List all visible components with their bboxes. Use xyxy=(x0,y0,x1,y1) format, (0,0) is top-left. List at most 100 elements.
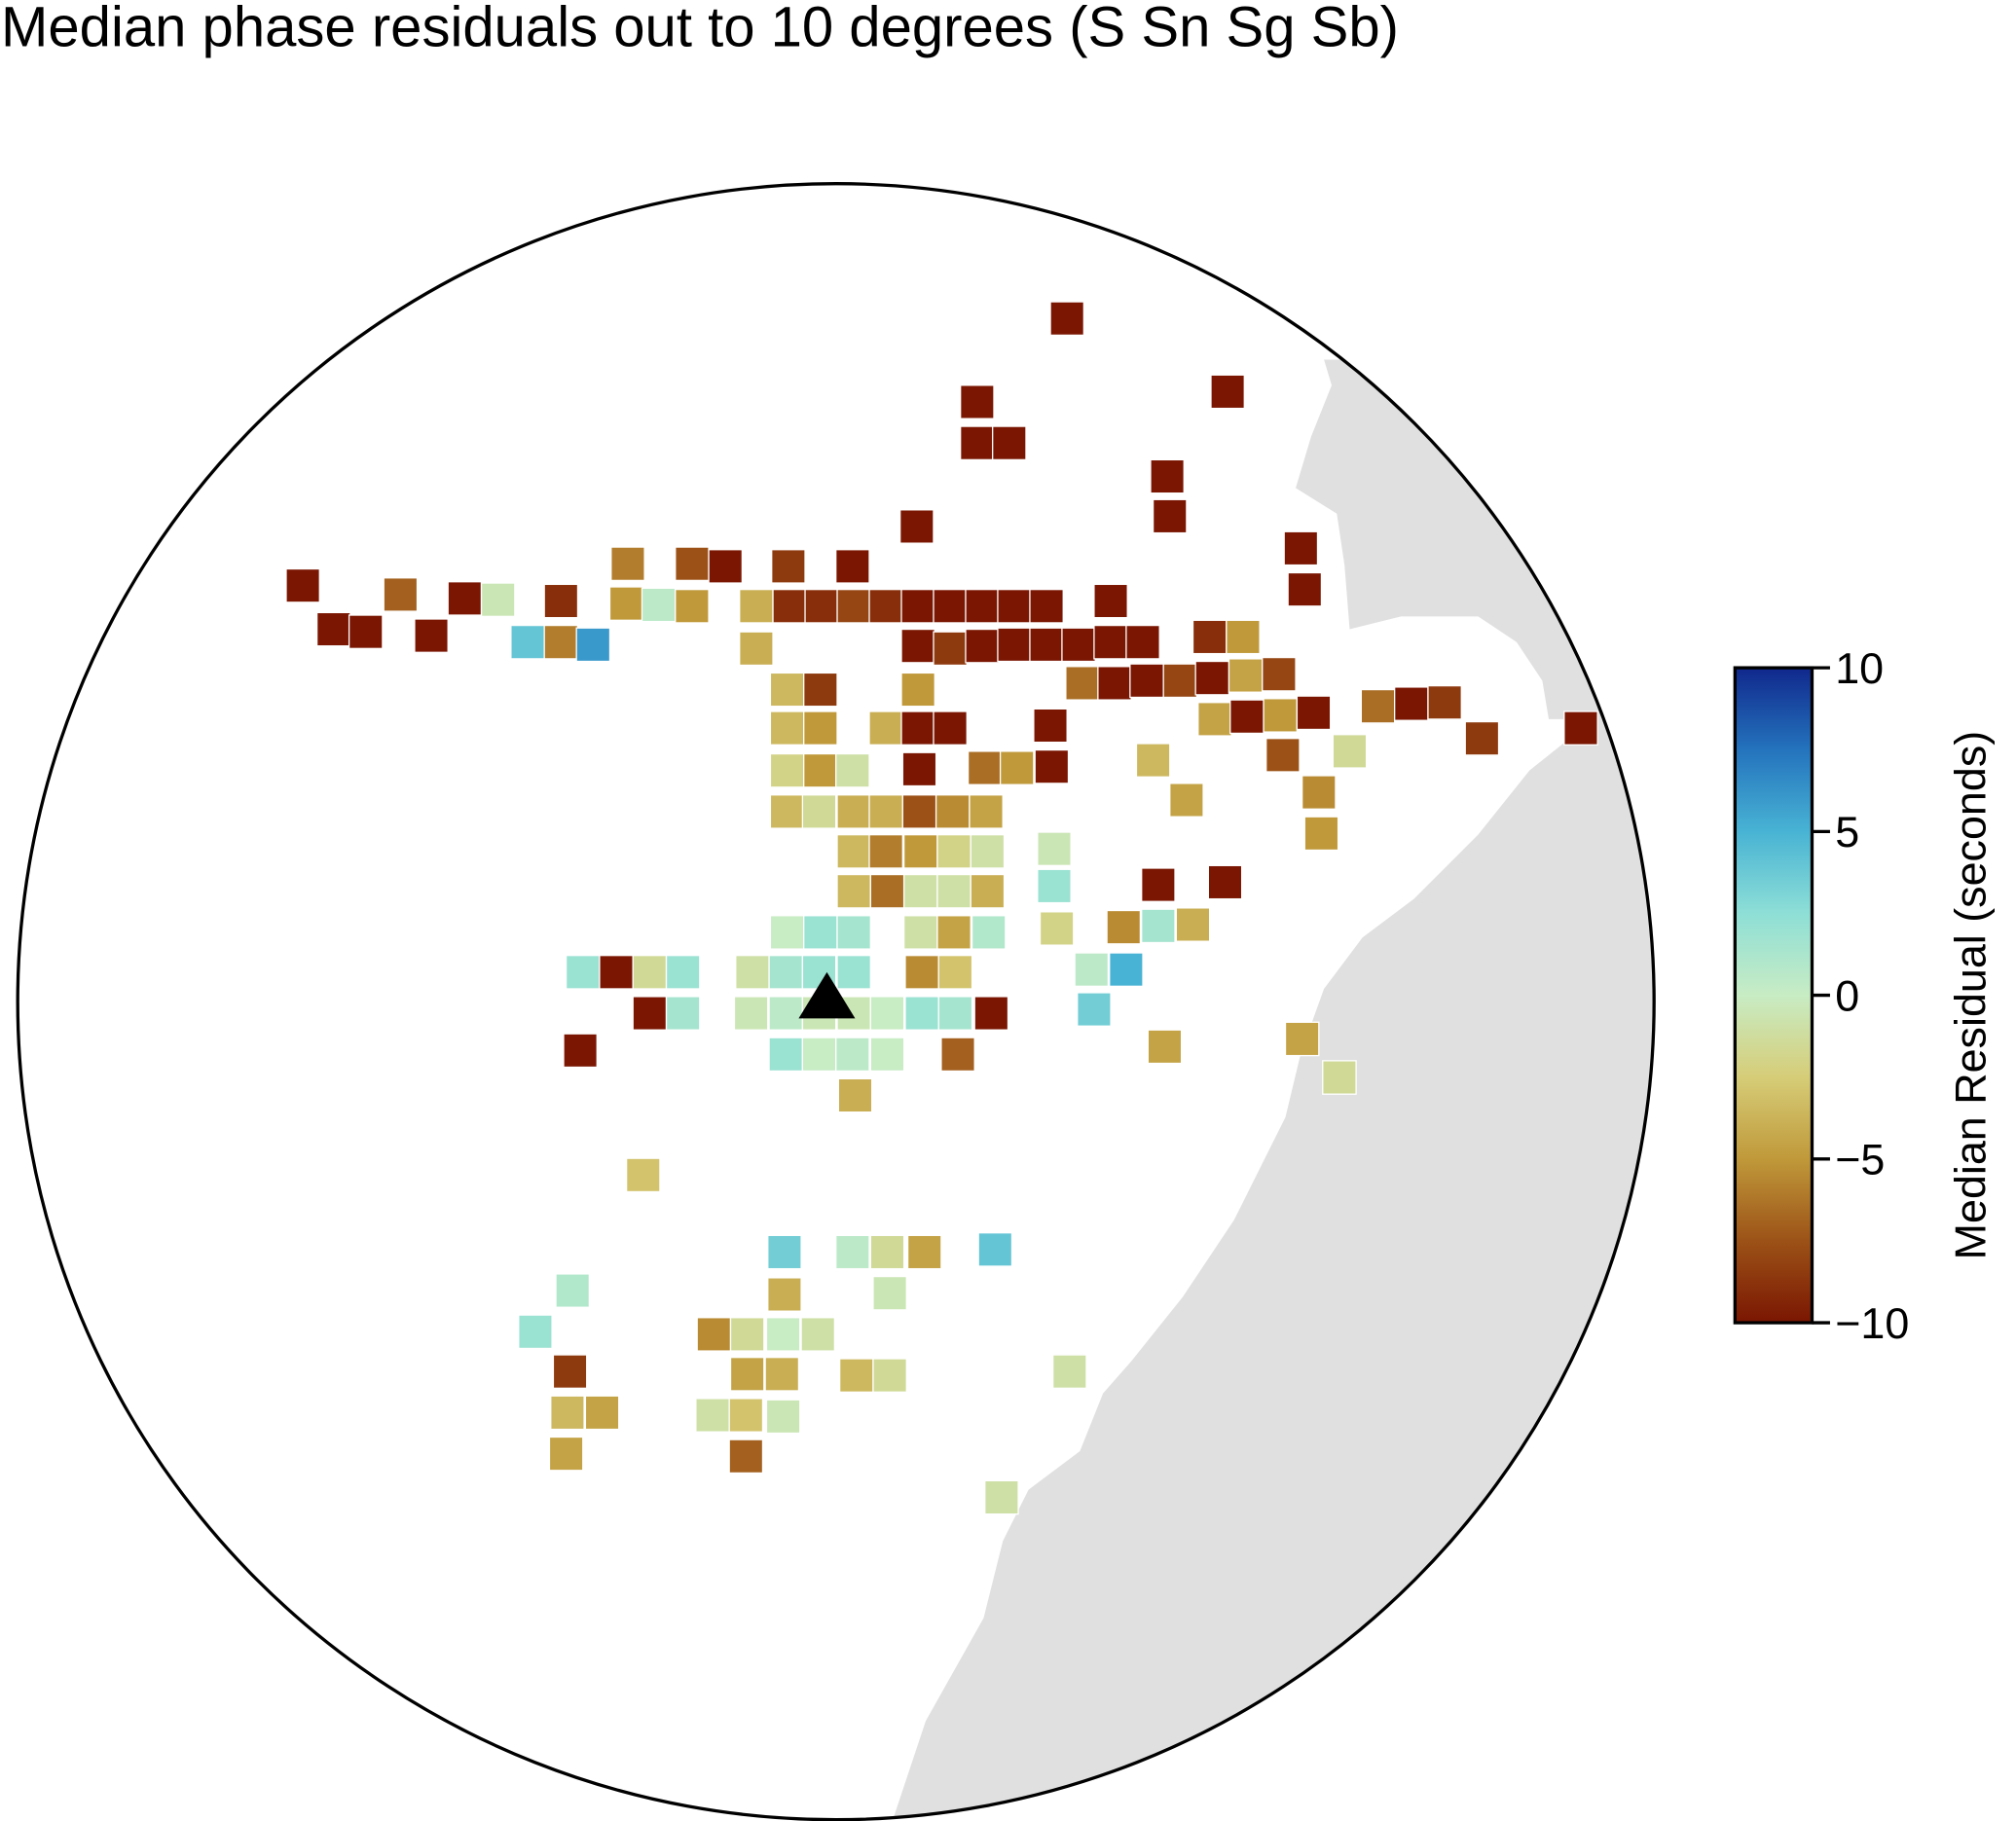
residual-cell xyxy=(801,1037,837,1073)
residual-cell xyxy=(900,628,935,664)
residual-cell xyxy=(900,672,935,708)
residual-cell xyxy=(767,1234,802,1270)
residual-cell xyxy=(906,1234,942,1270)
residual-cell xyxy=(967,750,1003,785)
residual-cell xyxy=(552,1354,588,1390)
residual-cell xyxy=(543,583,579,619)
residual-cell xyxy=(1393,686,1429,721)
residual-cell xyxy=(543,624,579,660)
residual-cell xyxy=(835,1234,870,1270)
residual-cell xyxy=(480,582,516,618)
residual-cell xyxy=(1427,684,1462,720)
residual-cell xyxy=(933,631,968,667)
residual-cell xyxy=(1097,666,1132,701)
residual-cell xyxy=(1034,748,1070,784)
residual-cell xyxy=(902,915,938,950)
residual-cell xyxy=(510,624,545,660)
residual-cell xyxy=(868,710,903,746)
residual-cell xyxy=(610,546,645,582)
residual-cell xyxy=(641,587,677,623)
residual-cell xyxy=(1191,619,1228,655)
residual-cell xyxy=(632,996,668,1031)
residual-cell xyxy=(868,794,903,829)
residual-cell xyxy=(735,955,770,990)
residual-cell xyxy=(764,1357,800,1392)
residual-cell xyxy=(1169,783,1204,818)
residual-cell xyxy=(696,1317,732,1352)
residual-cell xyxy=(837,1077,873,1113)
residual-cell xyxy=(835,752,870,788)
residual-cell xyxy=(414,618,449,653)
residual-cell xyxy=(563,1033,598,1069)
residual-cell xyxy=(937,955,973,990)
residual-cell xyxy=(769,794,805,829)
residual-cell xyxy=(900,710,935,746)
residual-cell xyxy=(836,915,871,950)
residual-cell xyxy=(836,833,871,869)
residual-cell xyxy=(575,627,611,663)
residual-cell xyxy=(1150,458,1185,494)
residual-cell xyxy=(1147,1029,1183,1065)
residual-cell xyxy=(625,1157,661,1193)
residual-cell xyxy=(729,1317,765,1352)
residual-cell xyxy=(902,873,938,909)
residual-cell xyxy=(1464,720,1500,756)
residual-cell xyxy=(599,955,634,990)
residual-cell xyxy=(869,873,905,909)
colorbar-tick-label: 0 xyxy=(1835,970,1859,1020)
residual-cell xyxy=(801,794,837,829)
residual-cell xyxy=(1152,498,1188,534)
residual-cell xyxy=(901,794,937,829)
residual-cell xyxy=(1077,992,1112,1027)
residual-cell xyxy=(1207,864,1243,900)
land xyxy=(887,359,1655,1820)
residual-cell xyxy=(767,1277,802,1312)
residual-cell xyxy=(1061,627,1096,663)
residual-cell xyxy=(1322,1060,1357,1095)
colorbar-tick-label: −10 xyxy=(1835,1298,1909,1348)
residual-cell xyxy=(904,996,939,1031)
residual-cell xyxy=(768,1037,804,1073)
residual-cell xyxy=(902,833,938,869)
residual-cell xyxy=(960,425,995,461)
residual-cell xyxy=(447,581,483,616)
residual-cell xyxy=(836,955,871,990)
residual-cell xyxy=(1265,738,1301,773)
residual-cell xyxy=(1563,710,1598,746)
residual-cell xyxy=(869,1037,905,1073)
residual-cell xyxy=(803,672,838,708)
residual-cell xyxy=(803,710,838,746)
chart-title: Median phase residuals out to 10 degrees… xyxy=(1,0,1399,59)
residual-cell xyxy=(765,1317,801,1352)
residual-cell xyxy=(728,1398,764,1433)
residual-cell xyxy=(1284,1021,1320,1057)
residual-cell xyxy=(835,549,870,584)
residual-cell xyxy=(1109,952,1144,988)
residual-cell xyxy=(548,1436,584,1472)
residual-cell xyxy=(899,509,935,544)
residual-cell xyxy=(733,996,769,1031)
residual-cell xyxy=(765,1399,801,1435)
residual-cell xyxy=(1210,374,1245,410)
residual-cell xyxy=(1037,868,1072,904)
residual-cell xyxy=(836,588,871,624)
residual-cell xyxy=(872,1275,907,1311)
residual-cell xyxy=(632,955,668,990)
residual-cell xyxy=(769,915,805,950)
residual-cell xyxy=(555,1273,591,1308)
residual-cell xyxy=(695,1398,730,1433)
residual-cell xyxy=(1052,1354,1087,1390)
residual-cell xyxy=(800,1317,836,1352)
residual-cell xyxy=(665,996,701,1031)
residual-cell xyxy=(729,1357,765,1392)
residual-cell xyxy=(940,1037,975,1073)
residual-cell xyxy=(1049,301,1085,337)
residual-cell xyxy=(708,549,744,584)
residual-cell xyxy=(1065,666,1100,701)
residual-cell xyxy=(1175,907,1211,942)
residual-cell xyxy=(769,672,805,708)
residual-cell xyxy=(348,614,384,649)
residual-cell xyxy=(1263,698,1299,733)
